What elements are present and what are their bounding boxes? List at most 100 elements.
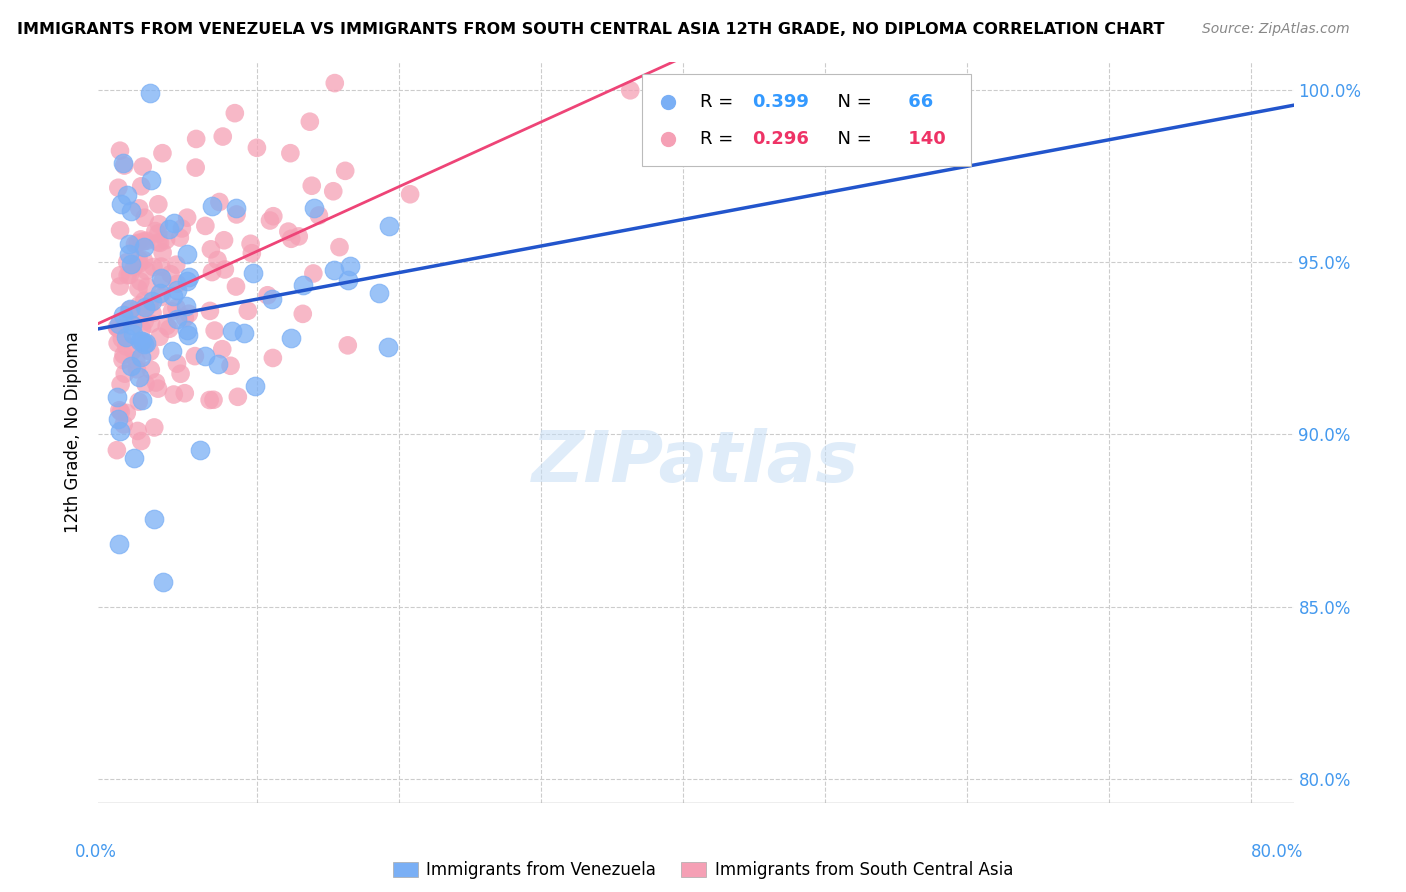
Point (146, 382, 169, 396)
Point (198, 392, 221, 407)
Point (110, 268, 132, 282)
Point (132, 336, 155, 351)
Point (111, 332, 134, 346)
Point (135, 335, 157, 350)
Point (121, 326, 143, 341)
Point (233, 326, 256, 340)
Point (156, 318, 179, 333)
Point (148, 235, 170, 250)
Point (127, 235, 149, 250)
Point (128, 202, 150, 216)
Point (145, 376, 167, 390)
Text: R =: R = (700, 93, 738, 111)
Point (225, 279, 247, 293)
Point (328, 240, 350, 254)
Text: 0.0%: 0.0% (75, 843, 117, 861)
Point (135, 264, 157, 278)
Point (226, 390, 249, 404)
Point (134, 300, 156, 314)
Point (118, 236, 141, 251)
Point (129, 334, 152, 348)
Point (129, 232, 152, 246)
Point (122, 343, 145, 358)
Text: Source: ZipAtlas.com: Source: ZipAtlas.com (1202, 22, 1350, 37)
Point (132, 235, 155, 249)
Point (225, 202, 247, 216)
Point (105, 443, 128, 458)
Point (166, 283, 188, 297)
Point (139, 344, 162, 359)
Point (112, 159, 135, 173)
Point (152, 146, 174, 161)
Point (152, 575, 174, 590)
Point (108, 424, 131, 438)
Point (166, 277, 188, 291)
Point (141, 293, 163, 308)
Point (280, 331, 302, 345)
Point (176, 211, 198, 225)
Point (214, 262, 236, 277)
Point (239, 236, 262, 251)
Point (145, 224, 167, 238)
Point (208, 194, 231, 209)
Point (149, 270, 172, 285)
Point (131, 334, 153, 348)
Point (212, 233, 235, 247)
Point (207, 357, 229, 371)
Point (399, 187, 422, 202)
Point (131, 322, 153, 336)
Point (142, 306, 165, 320)
Point (110, 405, 132, 419)
Point (134, 293, 156, 308)
Point (127, 282, 149, 296)
Point (322, 184, 344, 198)
Point (139, 173, 162, 187)
Point (118, 301, 141, 316)
Point (115, 255, 138, 269)
Point (112, 417, 135, 432)
Point (111, 352, 134, 367)
Point (287, 229, 309, 244)
Point (157, 322, 180, 336)
Point (139, 363, 162, 377)
Point (179, 270, 201, 285)
Point (117, 268, 139, 282)
Point (142, 511, 165, 525)
Point (120, 203, 142, 218)
Point (304, 201, 326, 215)
Point (149, 235, 172, 250)
Point (236, 303, 259, 318)
Point (128, 370, 150, 384)
Point (200, 199, 222, 213)
Point (262, 209, 284, 223)
Point (378, 219, 401, 234)
Point (186, 132, 208, 146)
Point (135, 234, 157, 248)
Point (120, 314, 142, 328)
Point (169, 367, 191, 381)
Point (207, 253, 229, 268)
Point (201, 265, 224, 279)
Point (108, 403, 131, 417)
Point (165, 301, 187, 315)
Point (336, 273, 359, 287)
Point (134, 377, 156, 392)
Point (280, 232, 302, 246)
Point (308, 209, 330, 223)
Point (114, 329, 136, 343)
Point (291, 307, 314, 321)
Point (301, 178, 323, 193)
Point (150, 290, 173, 304)
Point (128, 257, 150, 271)
Point (125, 353, 148, 368)
Point (174, 299, 197, 313)
Point (132, 240, 155, 254)
Point (162, 289, 184, 303)
Text: 66: 66 (901, 93, 932, 111)
Point (177, 327, 200, 342)
Point (149, 285, 172, 300)
Point (129, 350, 152, 364)
Point (131, 393, 153, 408)
Point (149, 330, 172, 344)
Text: 80.0%: 80.0% (1250, 843, 1303, 861)
